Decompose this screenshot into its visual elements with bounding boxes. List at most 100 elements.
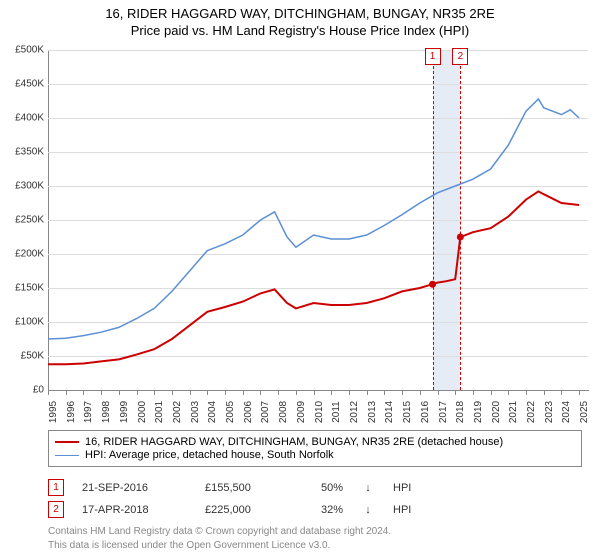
y-axis-label: £500K (15, 45, 44, 56)
sale-pct: 50% (303, 482, 343, 494)
sale-records: 121-SEP-2016£155,50050%↓HPI217-APR-2018£… (48, 474, 568, 523)
x-tick (296, 390, 297, 395)
x-axis-label: 2003 (190, 401, 201, 423)
sale-marker-box: 2 (452, 48, 468, 65)
x-tick (579, 390, 580, 395)
x-axis-label: 2001 (154, 401, 165, 423)
y-axis-label: £150K (15, 283, 44, 294)
y-axis-label: £100K (15, 317, 44, 328)
x-tick (544, 390, 545, 395)
x-axis-label: 2019 (473, 401, 484, 423)
x-tick (438, 390, 439, 395)
x-tick (260, 390, 261, 395)
x-axis-label: 2020 (491, 401, 502, 423)
x-tick (473, 390, 474, 395)
x-axis-label: 2013 (367, 401, 378, 423)
x-axis-label: 2009 (296, 401, 307, 423)
x-tick (83, 390, 84, 395)
x-tick (48, 390, 49, 395)
x-tick (66, 390, 67, 395)
x-axis-label: 1998 (101, 401, 112, 423)
footer-line2: This data is licensed under the Open Gov… (48, 539, 391, 553)
legend-item: 16, RIDER HAGGARD WAY, DITCHINGHAM, BUNG… (55, 436, 575, 448)
x-axis-label: 1995 (48, 401, 59, 423)
sale-marker-dot (457, 234, 464, 241)
sale-price: £225,000 (205, 504, 285, 516)
x-axis-label: 2008 (278, 401, 289, 423)
x-axis-label: 2016 (420, 401, 431, 423)
line-svg (48, 50, 588, 390)
x-tick (278, 390, 279, 395)
legend-item: HPI: Average price, detached house, Sout… (55, 449, 575, 461)
legend: 16, RIDER HAGGARD WAY, DITCHINGHAM, BUNG… (48, 430, 582, 467)
x-tick (384, 390, 385, 395)
y-axis-label: £0 (33, 385, 44, 396)
x-tick (101, 390, 102, 395)
y-axis-label: £400K (15, 113, 44, 124)
title-line1: 16, RIDER HAGGARD WAY, DITCHINGHAM, BUNG… (0, 6, 600, 21)
sale-row-marker: 2 (48, 501, 64, 518)
x-axis-label: 1996 (66, 401, 77, 423)
x-axis-label: 2025 (579, 401, 590, 423)
x-axis-label: 2018 (455, 401, 466, 423)
y-axis-label: £250K (15, 215, 44, 226)
sale-suffix: HPI (393, 482, 411, 494)
footer-line1: Contains HM Land Registry data © Crown c… (48, 525, 391, 539)
x-axis-label: 1997 (83, 401, 94, 423)
x-axis-label: 2022 (526, 401, 537, 423)
x-axis-label: 2017 (438, 401, 449, 423)
x-axis-label: 2004 (207, 401, 218, 423)
x-axis-label: 2007 (260, 401, 271, 423)
x-tick (455, 390, 456, 395)
x-tick (367, 390, 368, 395)
x-axis-label: 2015 (402, 401, 413, 423)
legend-swatch (55, 455, 79, 456)
x-axis-label: 2011 (331, 401, 342, 423)
sale-suffix: HPI (393, 504, 411, 516)
x-axis-label: 1999 (119, 401, 130, 423)
y-axis-label: £350K (15, 147, 44, 158)
x-tick (225, 390, 226, 395)
x-tick (243, 390, 244, 395)
chart-plot-area: £0£50K£100K£150K£200K£250K£300K£350K£400… (48, 50, 588, 390)
sale-row: 217-APR-2018£225,00032%↓HPI (48, 501, 568, 518)
x-axis-label: 2024 (561, 401, 572, 423)
x-tick (491, 390, 492, 395)
y-axis-label: £450K (15, 79, 44, 90)
x-axis-label: 2010 (314, 401, 325, 423)
x-tick (402, 390, 403, 395)
series-property (48, 191, 579, 364)
sale-marker-box: 1 (425, 48, 441, 65)
x-tick (172, 390, 173, 395)
x-tick (314, 390, 315, 395)
sale-row-marker: 1 (48, 479, 64, 496)
attribution-footer: Contains HM Land Registry data © Crown c… (48, 525, 391, 552)
x-axis-label: 2000 (137, 401, 148, 423)
legend-swatch (55, 441, 79, 443)
x-tick (508, 390, 509, 395)
sale-date: 21-SEP-2016 (82, 482, 187, 494)
sale-row: 1 21-SEP-2016 £155,500 50% ↓ HPI (48, 479, 568, 496)
x-axis-label: 2012 (349, 401, 360, 423)
sale-price: £155,500 (205, 482, 285, 494)
x-axis-label: 2023 (544, 401, 555, 423)
title-line2: Price paid vs. HM Land Registry's House … (0, 23, 600, 38)
x-tick (331, 390, 332, 395)
x-tick (137, 390, 138, 395)
x-tick (526, 390, 527, 395)
legend-label: 16, RIDER HAGGARD WAY, DITCHINGHAM, BUNG… (85, 436, 503, 448)
x-tick (119, 390, 120, 395)
legend-label: HPI: Average price, detached house, Sout… (85, 449, 334, 461)
x-tick (154, 390, 155, 395)
x-axis-label: 2005 (225, 401, 236, 423)
x-axis-label: 2014 (384, 401, 395, 423)
x-axis-label: 2002 (172, 401, 183, 423)
x-axis-label: 2006 (243, 401, 254, 423)
sale-marker-dot (429, 281, 436, 288)
x-tick (349, 390, 350, 395)
down-arrow-icon: ↓ (361, 482, 375, 494)
y-axis-label: £50K (21, 351, 44, 362)
x-axis-label: 2021 (508, 401, 519, 423)
x-tick (190, 390, 191, 395)
x-tick (420, 390, 421, 395)
